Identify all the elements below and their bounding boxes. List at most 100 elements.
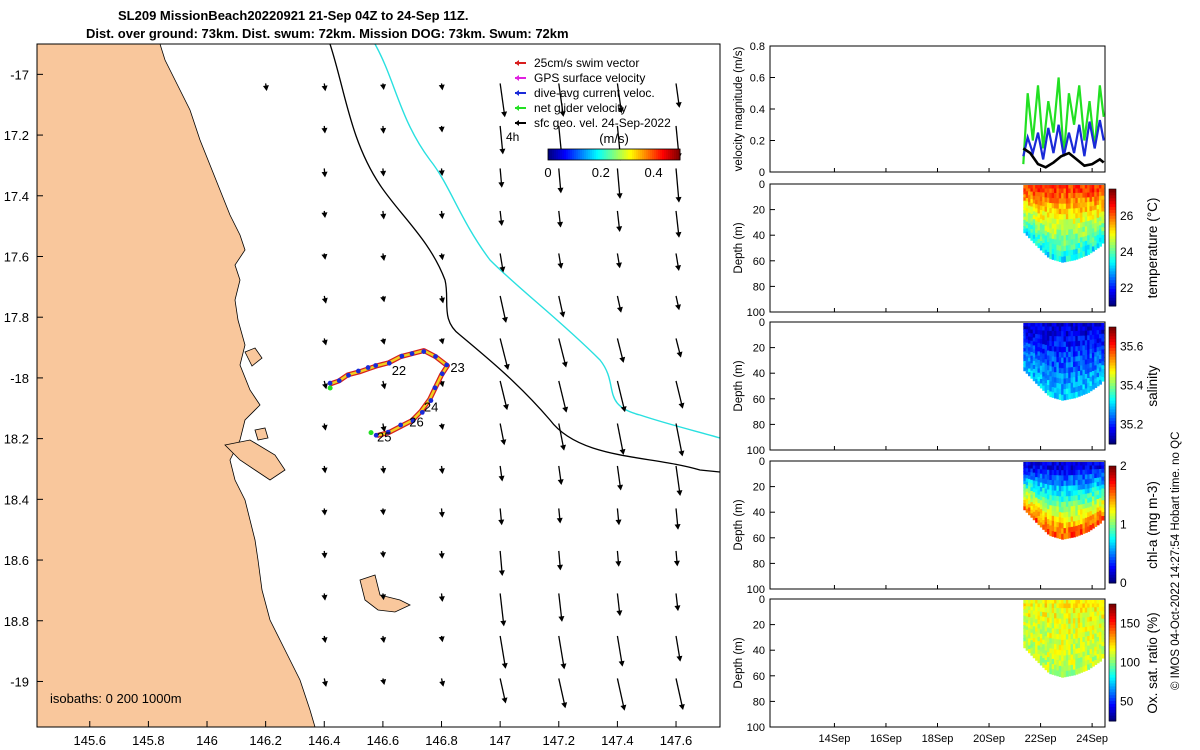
speed-colorbar-cell — [616, 149, 619, 160]
data-cell — [1042, 644, 1046, 650]
current-arrow-head — [675, 231, 682, 238]
data-cell — [1087, 368, 1091, 374]
data-cell — [1065, 255, 1069, 262]
data-cell — [1063, 666, 1067, 672]
current-arrow-69 — [557, 465, 564, 486]
data-cell — [1101, 333, 1105, 339]
data-cell — [1068, 331, 1072, 337]
data-cell — [1042, 464, 1046, 471]
data-cell — [1089, 506, 1093, 512]
data-cell — [1054, 203, 1058, 210]
track-end-marker — [368, 430, 374, 436]
surface-cell — [1084, 185, 1088, 189]
current-arrow-2 — [321, 83, 328, 92]
data-cell — [1061, 613, 1065, 620]
current-arrow-45 — [380, 338, 387, 345]
data-cell — [1084, 469, 1088, 476]
data-cell — [1068, 464, 1072, 471]
data-cell — [1032, 500, 1036, 505]
data-cell — [1070, 639, 1074, 645]
data-cell — [1096, 516, 1100, 522]
data-cell — [1054, 480, 1058, 487]
data-cell — [1032, 484, 1036, 489]
data-cell — [1030, 348, 1034, 353]
data-cell — [1049, 208, 1053, 214]
data-cell — [1046, 637, 1050, 643]
current-arrow-93 — [321, 635, 328, 644]
current-arrow-head — [380, 170, 387, 177]
data-cell — [1096, 469, 1100, 474]
data-cell — [1061, 193, 1065, 200]
data-cell — [1063, 229, 1067, 236]
data-cell — [1046, 617, 1050, 624]
data-cell — [1077, 515, 1081, 521]
data-cell — [1087, 359, 1091, 365]
map-y-tick-label: 18.6 — [4, 553, 29, 568]
data-cell — [1039, 205, 1043, 211]
surface-cell — [1061, 600, 1065, 604]
dive-avg-vector-6 — [373, 363, 379, 368]
data-cell — [1032, 507, 1036, 513]
data-cell — [1039, 473, 1043, 479]
current-arrow-55 — [558, 380, 569, 413]
data-cell — [1058, 608, 1062, 614]
data-cell — [1098, 619, 1102, 625]
data-cell — [1101, 500, 1105, 505]
surface-cell — [1065, 185, 1069, 189]
data-cell — [1089, 224, 1093, 231]
data-cell — [1065, 214, 1069, 220]
data-cell — [1030, 464, 1034, 470]
colorbar-cell — [1109, 227, 1116, 231]
data-cell — [1080, 242, 1084, 248]
data-cell — [1049, 330, 1053, 337]
data-cell — [1068, 224, 1072, 231]
data-cell — [1039, 651, 1043, 657]
data-cell — [1082, 197, 1086, 204]
data-cell — [1039, 611, 1043, 617]
data-cell — [1037, 477, 1041, 483]
current-arrow-head — [615, 561, 622, 567]
data-cell — [1051, 218, 1055, 225]
data-cell — [1077, 464, 1081, 471]
data-cell — [1094, 482, 1098, 488]
data-cell — [1072, 330, 1076, 337]
data-cell — [1070, 208, 1074, 215]
data-cell — [1089, 511, 1093, 517]
data-cell — [1096, 494, 1100, 500]
data-cell — [1077, 365, 1081, 372]
data-cell — [1068, 346, 1072, 353]
surface-cell — [1077, 185, 1081, 189]
data-cell — [1077, 187, 1081, 194]
data-cell — [1098, 379, 1102, 385]
data-cell — [1098, 611, 1102, 616]
data-cell — [1087, 617, 1091, 623]
surface-cell — [1094, 462, 1098, 466]
colorbar-cell — [1109, 542, 1116, 546]
dive-avg-vector-4 — [355, 368, 361, 374]
data-cell — [1065, 357, 1069, 364]
data-cell — [1080, 474, 1084, 481]
data-cell — [1080, 627, 1084, 634]
data-cell — [1075, 243, 1079, 250]
current-arrow-head — [559, 311, 566, 318]
colorbar-cell — [1109, 568, 1116, 572]
data-cell — [1051, 325, 1055, 332]
data-cell — [1080, 529, 1084, 535]
depth-tick-label: 60 — [753, 671, 765, 683]
current-arrow-head — [438, 338, 445, 345]
data-cell — [1096, 602, 1100, 608]
data-cell — [1070, 670, 1074, 676]
colorbar-cell — [1109, 668, 1116, 672]
data-cell — [1063, 325, 1067, 332]
data-cell — [1046, 494, 1050, 500]
data-cell — [1098, 204, 1102, 210]
data-cell — [1037, 192, 1041, 197]
data-cell — [1096, 243, 1100, 249]
data-cell — [1056, 511, 1060, 518]
data-cell — [1096, 377, 1100, 383]
data-cell — [1046, 657, 1050, 663]
current-arrow-head — [557, 221, 564, 228]
data-cell — [1084, 325, 1088, 332]
data-cell — [1068, 367, 1072, 374]
colorbar-cell — [1109, 303, 1116, 307]
